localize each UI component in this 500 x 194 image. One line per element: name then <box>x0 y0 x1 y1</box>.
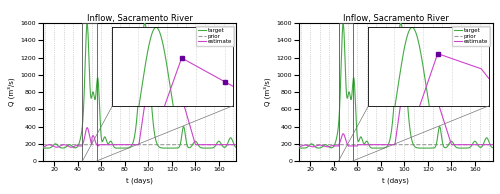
estimate <box>484 144 490 146</box>
target <box>398 22 404 24</box>
Line: estimate: estimate <box>298 44 492 147</box>
Legend: target, prior, estimate: target, prior, estimate <box>196 26 234 46</box>
prior <box>490 144 496 146</box>
target <box>228 137 234 139</box>
target <box>306 145 312 147</box>
Title: Inflow, Sacramento River: Inflow, Sacramento River <box>86 14 192 23</box>
prior <box>484 144 490 146</box>
estimate <box>129 144 135 146</box>
Bar <box>82 23 96 161</box>
target <box>390 117 396 120</box>
prior <box>296 144 302 146</box>
X-axis label: t (days): t (days) <box>126 178 153 184</box>
estimate <box>385 144 391 146</box>
prior <box>306 144 312 146</box>
prior <box>228 144 234 146</box>
Line: estimate: estimate <box>42 47 236 147</box>
estimate <box>296 146 302 148</box>
estimate <box>40 146 46 148</box>
estimate <box>150 46 156 48</box>
prior <box>192 144 198 146</box>
estimate <box>390 144 396 146</box>
target <box>296 147 302 149</box>
estimate <box>448 144 454 146</box>
estimate <box>54 146 60 148</box>
X-axis label: t (days): t (days) <box>382 178 409 184</box>
target <box>234 146 239 149</box>
target <box>40 147 46 149</box>
prior <box>134 144 140 146</box>
Line: target: target <box>42 23 236 148</box>
Title: Inflow, Sacramento River: Inflow, Sacramento River <box>342 14 448 23</box>
target <box>484 137 490 139</box>
Bar <box>338 23 352 161</box>
Y-axis label: Q (m³/s): Q (m³/s) <box>264 78 271 107</box>
target <box>50 145 56 147</box>
estimate <box>50 145 56 147</box>
estimate <box>134 144 140 146</box>
estimate <box>484 144 490 146</box>
prior <box>50 144 56 146</box>
prior <box>484 144 490 146</box>
target <box>134 117 140 120</box>
target <box>484 137 490 139</box>
Line: target: target <box>298 23 492 148</box>
target <box>142 22 148 24</box>
estimate <box>228 144 234 146</box>
target <box>192 140 198 142</box>
prior <box>384 144 390 146</box>
prior <box>234 144 239 146</box>
target <box>228 137 234 139</box>
prior <box>448 144 454 146</box>
estimate <box>192 144 198 146</box>
estimate <box>310 146 316 148</box>
target <box>384 144 390 147</box>
estimate <box>490 144 496 146</box>
target <box>128 144 134 147</box>
target <box>490 146 496 149</box>
estimate <box>228 144 234 146</box>
estimate <box>306 145 312 147</box>
prior <box>128 144 134 146</box>
target <box>448 140 454 142</box>
prior <box>390 144 396 146</box>
estimate <box>406 43 412 45</box>
prior <box>40 144 46 146</box>
estimate <box>234 144 239 146</box>
Y-axis label: Q (m³/s): Q (m³/s) <box>8 78 15 107</box>
prior <box>228 144 234 146</box>
Legend: target, prior, estimate: target, prior, estimate <box>452 26 490 46</box>
